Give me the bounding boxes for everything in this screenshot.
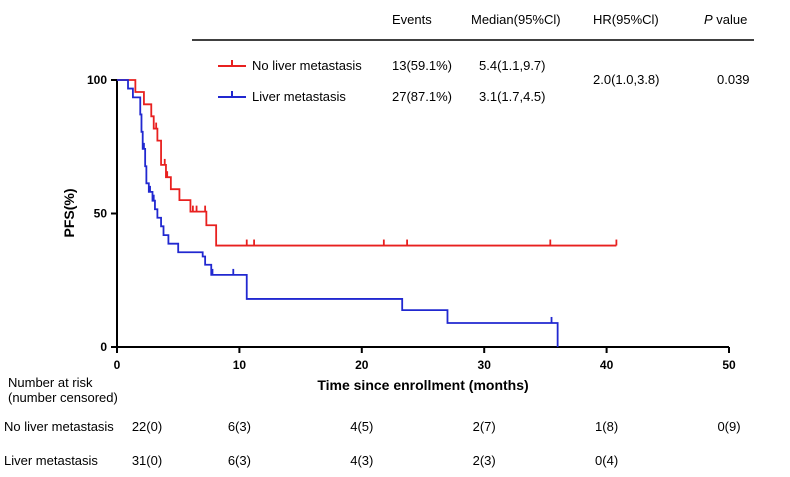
hr-value: 2.0(1.0,3.8) — [593, 72, 660, 87]
risk-cell: 2(3) — [473, 453, 496, 468]
y-ticks: 0 50 100 — [87, 73, 117, 354]
legend-label-liver: Liver metastasis — [252, 89, 346, 104]
risk-title-line1: Number at risk — [8, 375, 93, 390]
legend: No liver metastasis Liver metastasis — [218, 58, 362, 104]
header-pvalue: P value — [704, 12, 747, 27]
risk-row-label: Liver metastasis — [4, 453, 98, 468]
header-hr: HR(95%Cl) — [593, 12, 659, 27]
km-curves — [117, 79, 618, 347]
risk-table: No liver metastasis 22(0) 6(3) 4(5) 2(7) 1(8)… — [4, 419, 741, 468]
header-events: Events — [392, 12, 432, 27]
km-curve-no-liver — [117, 79, 617, 247]
risk-cell: 6(3) — [228, 419, 251, 434]
header-p-italic: P — [704, 12, 713, 27]
header-p-rest: value — [713, 12, 748, 27]
header-median: Median(95%Cl) — [471, 12, 561, 27]
y-tick-label: 0 — [100, 340, 107, 354]
x-tick-label: 0 — [114, 358, 121, 372]
y-axis-title: PFS(%) — [61, 189, 77, 238]
risk-cell: 4(5) — [350, 419, 373, 434]
median-liver: 3.1(1.7,4.5) — [479, 89, 546, 104]
risk-cell: 0(4) — [595, 453, 618, 468]
x-tick-label: 30 — [478, 358, 492, 372]
p-value: 0.039 — [717, 72, 750, 87]
risk-cell: 0(9) — [717, 419, 740, 434]
x-tick-label: 10 — [233, 358, 247, 372]
x-tick-label: 50 — [722, 358, 736, 372]
risk-cell: 31(0) — [132, 453, 162, 468]
risk-row-label: No liver metastasis — [4, 419, 114, 434]
risk-cell: 1(8) — [595, 419, 618, 434]
risk-cell: 2(7) — [473, 419, 496, 434]
y-tick-label: 50 — [94, 207, 108, 221]
legend-label-no-liver: No liver metastasis — [252, 58, 362, 73]
events-liver: 27(87.1%) — [392, 89, 452, 104]
y-tick-label: 100 — [87, 73, 107, 87]
km-curve-liver — [117, 79, 559, 347]
median-no-liver: 5.4(1.1,9.7) — [479, 58, 546, 73]
risk-cell: 22(0) — [132, 419, 162, 434]
x-tick-label: 40 — [600, 358, 614, 372]
legend-entry-no-liver: No liver metastasis — [218, 58, 362, 73]
x-ticks: 0 10 20 30 40 50 — [114, 347, 736, 372]
risk-cell: 6(3) — [228, 453, 251, 468]
legend-entry-liver: Liver metastasis — [218, 89, 346, 104]
x-tick-label: 20 — [355, 358, 369, 372]
events-no-liver: 13(59.1%) — [392, 58, 452, 73]
risk-title-line2: (number censored) — [8, 390, 118, 405]
x-axis-title: Time since enrollment (months) — [317, 377, 528, 393]
risk-cell: 4(3) — [350, 453, 373, 468]
